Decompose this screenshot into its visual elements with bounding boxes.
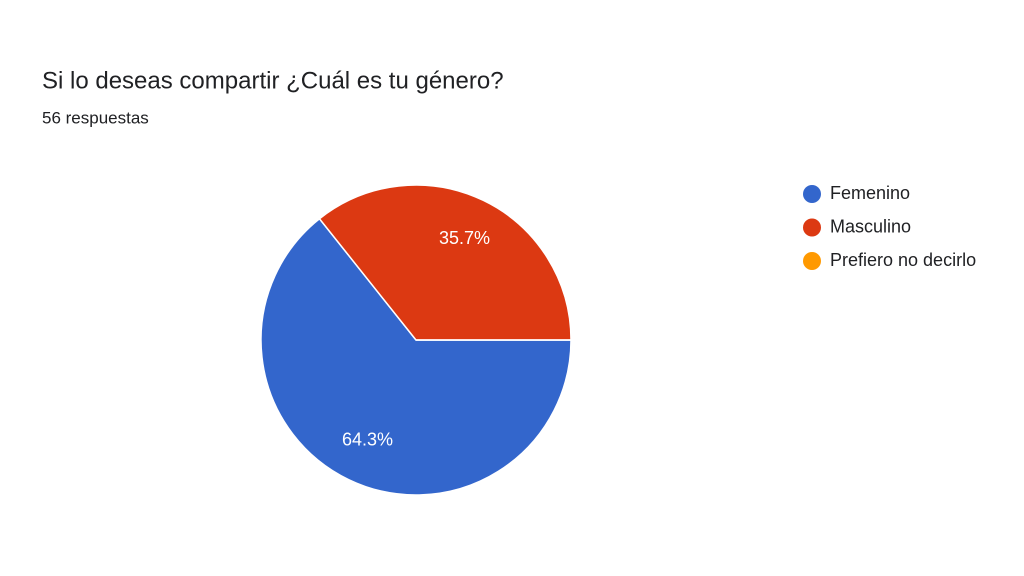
data-label: 35.7% — [439, 228, 490, 248]
legend-swatch — [803, 218, 821, 237]
legend-label: Prefiero no decirlo — [830, 250, 976, 270]
legend-label: Femenino — [830, 183, 910, 203]
pie-slice — [260, 217, 572, 496]
legend-swatch — [803, 185, 821, 203]
legend-swatch — [803, 252, 821, 270]
data-label: 64.3% — [342, 429, 393, 449]
legend-label: Masculino — [830, 216, 911, 236]
chart-subtitle: 56 respuestas — [42, 108, 149, 127]
chart-title: Si lo deseas compartir ¿Cuál es tu géner… — [42, 67, 504, 94]
pie-slice — [318, 184, 572, 341]
